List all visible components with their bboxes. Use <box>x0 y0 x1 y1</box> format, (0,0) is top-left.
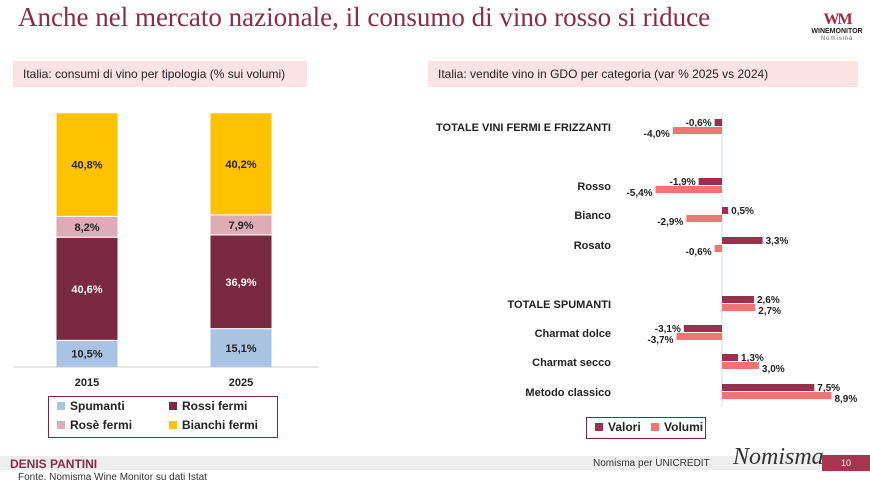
legend-swatch-icon <box>651 423 659 431</box>
source-note: Fonte. Nomisma Wine Monitor su dati Ista… <box>18 472 207 483</box>
bar-volumi <box>672 127 722 134</box>
legend-swatch-icon <box>57 402 65 410</box>
bar-valori <box>722 237 763 244</box>
logo-brand: WINEMONITOR <box>811 28 863 35</box>
author: DENIS PANTINI <box>10 457 98 471</box>
category-label: TOTALE SPUMANTI <box>508 299 611 311</box>
logo-mark-icon: WM <box>823 11 852 28</box>
logo-sub: Nomisma <box>820 36 854 42</box>
legend-label: Bianchi fermi <box>182 418 259 432</box>
category-label: Rosato <box>574 240 612 252</box>
footer-bar <box>0 456 820 470</box>
legend-swatch-icon <box>169 421 177 429</box>
data-label: 36,9% <box>225 277 256 289</box>
bar-rose-2025 <box>209 214 273 236</box>
data-label: 3,3% <box>766 236 789 247</box>
data-label: 1,3% <box>741 353 764 364</box>
bar-valori <box>698 178 722 185</box>
legend-swatch-icon <box>57 421 65 429</box>
client-label: Nomisma per UNICREDIT <box>593 458 710 469</box>
bar-bianchi-2015 <box>55 112 119 217</box>
right-legend: Valori Volumi <box>586 417 706 439</box>
bar-spumanti-2015 <box>55 339 119 368</box>
data-label: 40,2% <box>225 159 256 171</box>
data-label: -5,4% <box>626 188 652 199</box>
data-label: -0,6% <box>685 118 711 129</box>
data-label: -3,1% <box>655 324 681 335</box>
data-label: 2,6% <box>757 295 780 306</box>
data-label: -1,9% <box>670 177 696 188</box>
legend-swatch-icon <box>595 423 603 431</box>
data-label: 7,5% <box>817 383 840 394</box>
data-label: -3,7% <box>647 335 673 346</box>
bar-volumi <box>722 304 756 311</box>
data-label: 8,2% <box>74 222 99 234</box>
bar-valori <box>722 296 754 303</box>
bar-volumi <box>714 245 722 252</box>
data-label: 8,9% <box>834 394 857 405</box>
bar-volumi <box>655 186 722 193</box>
bar-volumi <box>722 362 759 369</box>
category-label: Charmat secco <box>532 357 611 369</box>
legend-item-bianchi: Bianchi fermi <box>169 418 258 432</box>
data-label: -0,6% <box>685 247 711 258</box>
right-chart-title: Italia: vendite vino in GDO per categori… <box>428 61 858 87</box>
bar-valori <box>722 207 729 214</box>
bar-volumi <box>676 333 722 340</box>
legend-label: Volumi <box>664 420 704 434</box>
bar-bianchi-2025 <box>209 112 273 216</box>
category-label: Charmat dolce <box>535 328 611 340</box>
data-label: -4,0% <box>644 129 670 140</box>
x-tick-label: 2015 <box>75 377 99 389</box>
legend-label: Rosè fermi <box>70 418 133 432</box>
data-label: 2,7% <box>758 306 781 317</box>
category-label: Bianco <box>574 210 611 222</box>
bar-volumi <box>722 392 832 399</box>
legend-item-volumi: Volumi <box>651 420 703 434</box>
page-number: 10 <box>822 455 870 471</box>
legend-item-rose: Rosè fermi <box>57 418 132 432</box>
bar-spumanti-2025 <box>209 328 273 368</box>
category-label: Rosso <box>577 181 611 193</box>
bar-valori <box>722 354 738 361</box>
left-chart-title: Italia: consumi di vino per tipologia (%… <box>13 61 307 87</box>
x-tick-label: 2025 <box>229 377 253 389</box>
data-label: 40,6% <box>71 284 102 296</box>
legend-item-valori: Valori <box>595 420 641 434</box>
legend-item-rossi: Rossi fermi <box>169 399 247 413</box>
legend-label: Rossi fermi <box>182 399 248 413</box>
category-label: TOTALE VINI FERMI E FRIZZANTI <box>436 122 611 134</box>
bar-volumi <box>686 215 722 222</box>
legend-label: Valori <box>608 420 641 434</box>
data-label: 7,9% <box>228 220 253 232</box>
legend-swatch-icon <box>169 402 177 410</box>
data-label: -2,9% <box>657 217 683 228</box>
data-label: 15,1% <box>225 343 256 355</box>
bar-rossi-2015 <box>55 236 119 341</box>
data-label: 10,5% <box>71 349 102 361</box>
page-title: Anche nel mercato nazionale, il consumo … <box>18 2 711 32</box>
category-label: Metodo classico <box>525 387 611 399</box>
left-legend: Spumanti Rossi fermi Rosè fermi Bianchi fer… <box>48 396 278 438</box>
bar-valori <box>683 325 722 332</box>
bar-valori <box>714 119 722 126</box>
bar-rose-2015 <box>55 215 119 238</box>
legend-label: Spumanti <box>70 399 125 413</box>
data-label: 40,8% <box>71 160 102 172</box>
wine-monitor-logo: WM WINEMONITOR Nomisma <box>808 12 866 43</box>
bar-rossi-2025 <box>209 234 273 330</box>
legend-item-spumanti: Spumanti <box>57 399 125 413</box>
bar-valori <box>722 384 815 391</box>
data-label: 3,0% <box>762 364 785 375</box>
nomisma-logo: Nomisma <box>733 444 824 470</box>
data-label: 0,5% <box>731 206 754 217</box>
